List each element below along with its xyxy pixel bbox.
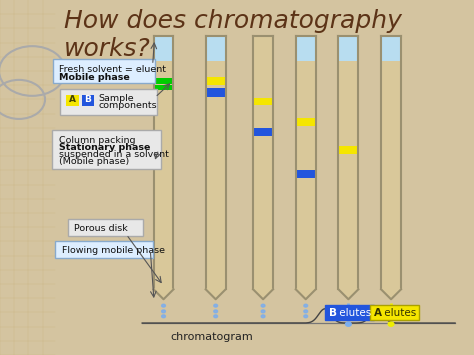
- FancyBboxPatch shape: [68, 219, 143, 236]
- Bar: [381, 36, 401, 289]
- Text: chromatogram: chromatogram: [171, 332, 254, 342]
- Text: elutes: elutes: [336, 308, 371, 318]
- Circle shape: [346, 322, 351, 326]
- Text: B: B: [84, 95, 91, 104]
- Text: How does chromatography: How does chromatography: [64, 9, 402, 33]
- Bar: [338, 36, 358, 61]
- FancyBboxPatch shape: [325, 305, 374, 320]
- FancyBboxPatch shape: [370, 305, 419, 320]
- Bar: [154, 36, 173, 289]
- Bar: [253, 36, 273, 289]
- Bar: [296, 170, 316, 178]
- Bar: [206, 36, 226, 61]
- FancyBboxPatch shape: [60, 89, 157, 115]
- Circle shape: [162, 310, 165, 313]
- FancyBboxPatch shape: [53, 59, 155, 83]
- Bar: [154, 85, 173, 90]
- Bar: [253, 98, 273, 105]
- Text: Stationary phase: Stationary phase: [59, 143, 151, 152]
- Text: A: A: [374, 308, 382, 318]
- Text: suspended in a solvent: suspended in a solvent: [59, 150, 169, 159]
- Circle shape: [304, 304, 308, 307]
- Bar: [154, 78, 173, 84]
- Bar: [381, 36, 401, 61]
- Bar: [253, 127, 273, 136]
- Text: works?: works?: [64, 37, 151, 61]
- Bar: [338, 146, 358, 153]
- Text: A: A: [69, 95, 76, 104]
- Circle shape: [388, 322, 394, 326]
- Circle shape: [162, 315, 165, 318]
- Circle shape: [214, 315, 218, 318]
- Circle shape: [214, 310, 218, 313]
- Polygon shape: [296, 289, 316, 299]
- Text: Flowing mobile phase: Flowing mobile phase: [62, 246, 164, 255]
- Circle shape: [162, 304, 165, 307]
- Bar: [296, 36, 316, 289]
- Bar: [82, 95, 94, 106]
- Circle shape: [214, 304, 218, 307]
- Bar: [296, 36, 316, 61]
- Text: components: components: [98, 101, 157, 110]
- Text: Mobile phase: Mobile phase: [59, 73, 130, 82]
- Text: Column packing: Column packing: [59, 136, 136, 144]
- Bar: [0, 0, 55, 355]
- FancyBboxPatch shape: [52, 130, 161, 169]
- Text: Porous disk: Porous disk: [74, 224, 128, 233]
- Bar: [296, 118, 316, 126]
- Polygon shape: [206, 289, 226, 299]
- Text: (Mobile phase): (Mobile phase): [59, 157, 129, 166]
- Bar: [206, 77, 226, 85]
- Polygon shape: [381, 289, 401, 299]
- Circle shape: [261, 310, 265, 313]
- Text: Fresh solvent = eluent: Fresh solvent = eluent: [59, 65, 166, 74]
- Bar: [154, 36, 173, 61]
- Text: B: B: [329, 308, 337, 318]
- Polygon shape: [338, 289, 358, 299]
- Text: Sample: Sample: [98, 94, 134, 103]
- Circle shape: [304, 310, 308, 313]
- Bar: [66, 95, 79, 106]
- Text: elutes: elutes: [381, 308, 416, 318]
- FancyBboxPatch shape: [55, 241, 153, 258]
- Bar: [206, 36, 226, 289]
- Polygon shape: [154, 289, 173, 299]
- Polygon shape: [253, 289, 273, 299]
- Bar: [206, 88, 226, 97]
- Circle shape: [261, 304, 265, 307]
- Bar: [338, 36, 358, 289]
- Circle shape: [261, 315, 265, 318]
- Circle shape: [304, 315, 308, 318]
